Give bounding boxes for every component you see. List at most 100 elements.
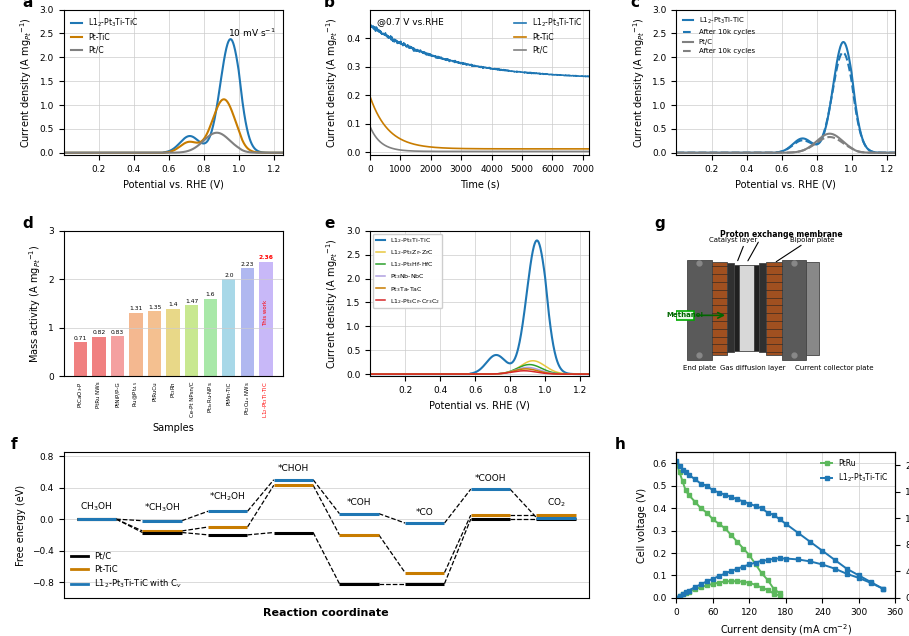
L1$_2$-Pt$_3$Cr-Cr$_3$C$_2$ — [531, 368, 542, 376]
Text: Gas diffusion layer: Gas diffusion layer — [720, 366, 786, 371]
Pt/C — [553, 148, 564, 155]
Bar — [687, 260, 712, 361]
L1$_2$-Pt$_3$Cr-Cr$_3$C$_2$ — [504, 369, 514, 377]
Pt/C — [837, 137, 848, 145]
Text: 2.0: 2.0 — [224, 273, 234, 278]
PtRu — [680, 487, 691, 494]
Text: CH$_3$OH: CH$_3$OH — [80, 501, 113, 513]
After 10k cycles — [684, 149, 695, 156]
L1$_2$-Pt$_3$Ti-TiC — [225, 36, 236, 43]
L1$_2$-Pt$_3$Ti-TiC — [702, 482, 713, 490]
L1$_2$-Pt$_3$Zr-ZrC — [584, 370, 594, 378]
Text: End plate: End plate — [683, 366, 716, 371]
Legend: L1$_2$-Pt$_3$Ti-TiC, Pt-TiC, Pt/C: L1$_2$-Pt$_3$Ti-TiC, Pt-TiC, Pt/C — [67, 13, 141, 58]
PtRu — [738, 545, 749, 553]
Text: h: h — [615, 438, 626, 452]
PtRu — [768, 585, 779, 593]
L1$_2$-Pt$_3$Ti-TiC — [829, 556, 840, 563]
L1$_2$-Pt$_3$Ti-TiC — [277, 149, 288, 156]
L1$_2$-Pt$_3$Ti-TiC — [674, 462, 685, 469]
Text: c: c — [631, 0, 640, 10]
L1$_2$-Pt$_3$Ti-TiC — [191, 135, 202, 143]
Line: After 10k cycles: After 10k cycles — [676, 53, 895, 153]
Text: *CHOH: *CHOH — [278, 464, 309, 473]
PtRu — [763, 576, 774, 584]
Line: PtRu: PtRu — [674, 461, 783, 596]
Pt$_3$Ta-TaC — [504, 368, 514, 376]
Text: *CH$_3$OH: *CH$_3$OH — [144, 502, 181, 515]
After 10k cycles — [890, 149, 901, 156]
Pt-TiC — [191, 139, 202, 146]
After 10k cycles — [837, 49, 848, 57]
Pt-TiC — [497, 145, 508, 153]
Line: L1$_2$-Pt$_3$Ti-TiC: L1$_2$-Pt$_3$Ti-TiC — [676, 42, 895, 153]
PtRu — [674, 469, 685, 476]
PtRu — [774, 590, 785, 597]
L1$_2$-Pt$_3$Ti-TiC — [750, 502, 761, 510]
Bar — [676, 311, 694, 320]
PtRu — [707, 516, 718, 523]
Pt-TiC — [58, 149, 69, 156]
Text: e: e — [325, 216, 335, 231]
L1$_2$-Pt$_3$Cr-Cr$_3$C$_2$ — [518, 367, 529, 375]
Text: 2.23: 2.23 — [241, 262, 254, 266]
L1$_2$-Pt$_3$Ti-TiC — [378, 31, 389, 38]
Legend: PtRu, L1$_2$-Pt$_3$Ti-TiC: PtRu, L1$_2$-Pt$_3$Ti-TiC — [818, 456, 892, 487]
Bar — [166, 308, 180, 377]
Pt$_3$Ta-TaC — [497, 370, 508, 377]
Bar — [185, 305, 198, 377]
Text: *COH: *COH — [347, 499, 372, 508]
After 10k cycles — [860, 149, 871, 156]
Pt-TiC — [504, 145, 514, 153]
PtRu — [684, 491, 694, 499]
Text: 0.71: 0.71 — [74, 336, 87, 341]
L1$_2$-Pt$_3$Cr-Cr$_3$C$_2$ — [378, 370, 389, 378]
L1$_2$-Pt$_3$Ti-TiC — [504, 359, 514, 367]
L1$_2$-Pt$_3$Zr-ZrC — [365, 370, 375, 378]
L1$_2$-Pt$_3$Ti-TiC — [671, 149, 682, 156]
Legend: L1$_2$-Pt$_3$Ti-TiC, Pt-TiC, Pt/C: L1$_2$-Pt$_3$Ti-TiC, Pt-TiC, Pt/C — [512, 13, 585, 58]
Text: 1.6: 1.6 — [205, 293, 215, 298]
After 10k cycles — [860, 142, 871, 149]
Text: 0.82: 0.82 — [92, 330, 105, 335]
Pt$_3$Ta-TaC — [365, 370, 375, 378]
After 10k cycles — [671, 149, 682, 156]
Pt$_3$Ta-TaC — [378, 370, 389, 378]
Pt-TiC — [225, 102, 235, 110]
L1$_2$-Pt$_3$Ti-TiC — [841, 565, 852, 572]
After 10k cycles — [804, 139, 814, 146]
L1$_2$-Pt$_3$Ti-TiC — [684, 471, 694, 478]
L1$_2$-Pt$_3$Ti-TiC — [531, 69, 542, 77]
Pt/C — [497, 148, 508, 155]
Pt-TiC — [553, 145, 564, 153]
Line: Pt/C: Pt/C — [676, 134, 895, 153]
Text: d: d — [22, 216, 33, 231]
L1$_2$-Pt$_3$Ti-TiC — [714, 488, 724, 496]
L1$_2$-Pt$_3$Cr-Cr$_3$C$_2$ — [497, 370, 508, 377]
Text: a: a — [22, 0, 33, 10]
Pt$_3$Nb-NbC — [378, 370, 389, 378]
L1$_2$-Pt$_3$Ti-TiC — [890, 149, 901, 156]
L1$_2$-Pt$_3$Ti-TiC — [497, 355, 508, 363]
Bar — [111, 336, 124, 377]
L1$_2$-Pt$_3$Ti-TiC — [677, 466, 688, 474]
Pt$_3$Nb-NbC — [531, 365, 542, 373]
Pt-TiC — [197, 136, 208, 144]
Pt/C — [211, 129, 222, 137]
L1$_2$-Pt$_3$Ti-TiC — [584, 73, 594, 80]
L1$_2$-Pt$_3$Ti-TiC — [865, 578, 876, 586]
PtRu — [720, 525, 731, 532]
Pt/C — [811, 138, 822, 146]
Pt/C — [58, 149, 69, 156]
L1$_2$-Pt$_3$Hf-HfC — [554, 370, 564, 377]
L1$_2$-Pt$_3$Hf-HfC — [524, 361, 534, 368]
X-axis label: Potential vs. RHE (V): Potential vs. RHE (V) — [123, 179, 224, 190]
Pt/C — [185, 146, 196, 154]
Text: CO$_2$: CO$_2$ — [546, 496, 565, 509]
Pt-TiC — [185, 138, 196, 146]
Y-axis label: Free energy (eV): Free energy (eV) — [16, 485, 26, 565]
Bar — [148, 311, 161, 377]
L1$_2$-Pt$_3$Ti-TiC — [878, 585, 889, 593]
Pt/C — [277, 149, 288, 156]
Text: *CH$_2$OH: *CH$_2$OH — [209, 491, 246, 503]
